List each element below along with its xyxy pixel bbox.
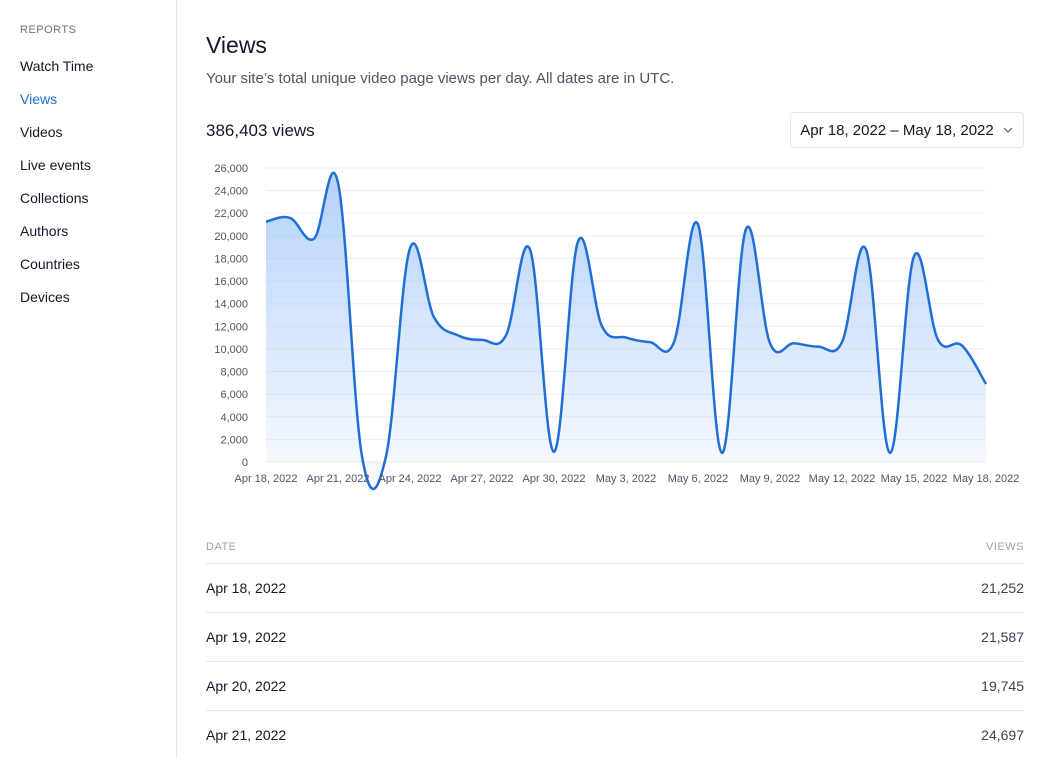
data-point bbox=[432, 315, 437, 320]
data-point bbox=[936, 337, 941, 342]
views-table: DATE VIEWS Apr 18, 2022 21,252 Apr 19, 2… bbox=[206, 530, 1024, 759]
y-tick-label: 24,000 bbox=[214, 186, 248, 198]
data-point bbox=[984, 381, 989, 386]
y-tick-label: 2,000 bbox=[220, 434, 248, 446]
data-point bbox=[360, 454, 365, 459]
data-point bbox=[264, 219, 269, 224]
data-point bbox=[648, 340, 653, 345]
y-tick-label: 6,000 bbox=[220, 389, 248, 401]
table-row: Apr 21, 2022 24,697 bbox=[206, 711, 1024, 759]
x-tick-label: Apr 27, 2022 bbox=[451, 473, 514, 485]
data-point bbox=[792, 341, 797, 346]
data-point bbox=[504, 333, 509, 338]
x-tick-label: May 18, 2022 bbox=[953, 473, 1020, 485]
sidebar: REPORTS Watch Time Views Videos Live eve… bbox=[0, 0, 177, 758]
x-tick-label: May 15, 2022 bbox=[881, 473, 948, 485]
y-tick-label: 4,000 bbox=[220, 412, 248, 424]
x-tick-label: May 12, 2022 bbox=[809, 473, 876, 485]
x-tick-label: May 9, 2022 bbox=[740, 473, 801, 485]
y-tick-label: 0 bbox=[242, 457, 248, 469]
x-tick-label: May 6, 2022 bbox=[668, 473, 729, 485]
data-point bbox=[624, 335, 629, 340]
series-area bbox=[266, 172, 986, 490]
y-tick-label: 20,000 bbox=[214, 231, 248, 243]
total-views: 386,403 views bbox=[206, 121, 315, 140]
data-point bbox=[816, 344, 821, 349]
x-tick-label: May 3, 2022 bbox=[596, 473, 657, 485]
sidebar-item-collections[interactable]: Collections bbox=[20, 190, 89, 206]
data-point bbox=[312, 236, 317, 241]
sidebar-item-countries[interactable]: Countries bbox=[20, 256, 80, 272]
data-point bbox=[456, 333, 461, 338]
data-point bbox=[912, 254, 917, 259]
data-point bbox=[672, 340, 677, 345]
data-point bbox=[840, 340, 845, 345]
data-point bbox=[528, 247, 533, 252]
date-range-picker[interactable]: Apr 18, 2022 – May 18, 2022 bbox=[790, 112, 1024, 148]
row-date: Apr 18, 2022 bbox=[206, 580, 287, 596]
views-chart: 0 2,000 4,000 6,000 8,000 10,000 12,000 14,000 1… bbox=[214, 163, 1020, 491]
x-tick-label: Apr 24, 2022 bbox=[379, 473, 442, 485]
table-header: DATE VIEWS bbox=[206, 530, 1024, 564]
chevron-down-icon bbox=[1002, 124, 1014, 136]
data-point bbox=[552, 449, 557, 454]
row-views: 21,587 bbox=[981, 629, 1024, 645]
y-tick-label: 10,000 bbox=[214, 344, 248, 356]
data-point bbox=[336, 180, 341, 185]
sidebar-item-authors[interactable]: Authors bbox=[20, 223, 69, 239]
sidebar-item-views[interactable]: Views bbox=[20, 91, 58, 107]
y-tick-label: 8,000 bbox=[220, 367, 248, 379]
table-row: Apr 19, 2022 21,587 bbox=[206, 613, 1024, 662]
data-point bbox=[480, 337, 485, 342]
series-line bbox=[265, 171, 988, 491]
data-point bbox=[960, 343, 965, 348]
sidebar-item-live-events[interactable]: Live events bbox=[20, 157, 91, 173]
page-subtitle: Your site’s total unique video page view… bbox=[206, 70, 675, 87]
data-point bbox=[768, 341, 773, 346]
data-point bbox=[696, 222, 701, 227]
data-point bbox=[864, 247, 869, 252]
y-tick-label: 12,000 bbox=[214, 321, 248, 333]
row-date: Apr 20, 2022 bbox=[206, 678, 287, 694]
sidebar-item-devices[interactable]: Devices bbox=[20, 289, 70, 305]
row-views: 19,745 bbox=[981, 678, 1024, 694]
sidebar-section-title: REPORTS bbox=[20, 24, 77, 36]
y-tick-label: 14,000 bbox=[214, 299, 248, 311]
sidebar-item-watch-time[interactable]: Watch Time bbox=[20, 58, 94, 74]
row-date: Apr 21, 2022 bbox=[206, 727, 287, 743]
data-point bbox=[888, 450, 893, 455]
data-point bbox=[576, 239, 581, 244]
column-header-views: VIEWS bbox=[986, 540, 1024, 553]
data-point bbox=[408, 246, 413, 251]
sidebar-item-videos[interactable]: Videos bbox=[20, 124, 63, 140]
data-point bbox=[720, 450, 725, 455]
date-range-label: Apr 18, 2022 – May 18, 2022 bbox=[800, 121, 994, 139]
page-title: Views bbox=[206, 32, 267, 58]
y-tick-label: 26,000 bbox=[214, 163, 248, 175]
table-row: Apr 20, 2022 19,745 bbox=[206, 662, 1024, 711]
x-tick-label: Apr 18, 2022 bbox=[235, 473, 298, 485]
data-point bbox=[600, 324, 605, 329]
y-tick-label: 16,000 bbox=[214, 276, 248, 288]
y-tick-label: 18,000 bbox=[214, 253, 248, 265]
data-point bbox=[288, 215, 293, 220]
data-point bbox=[744, 227, 749, 232]
data-point bbox=[384, 454, 389, 459]
row-date: Apr 19, 2022 bbox=[206, 629, 287, 645]
column-header-date: DATE bbox=[206, 540, 237, 553]
y-tick-label: 22,000 bbox=[214, 208, 248, 220]
x-tick-label: Apr 21, 2022 bbox=[307, 473, 370, 485]
row-views: 24,697 bbox=[981, 727, 1024, 743]
x-tick-label: Apr 30, 2022 bbox=[523, 473, 586, 485]
table-row: Apr 18, 2022 21,252 bbox=[206, 564, 1024, 613]
main-content: Views Your site’s total unique video pag… bbox=[206, 0, 1026, 766]
row-views: 21,252 bbox=[981, 580, 1024, 596]
